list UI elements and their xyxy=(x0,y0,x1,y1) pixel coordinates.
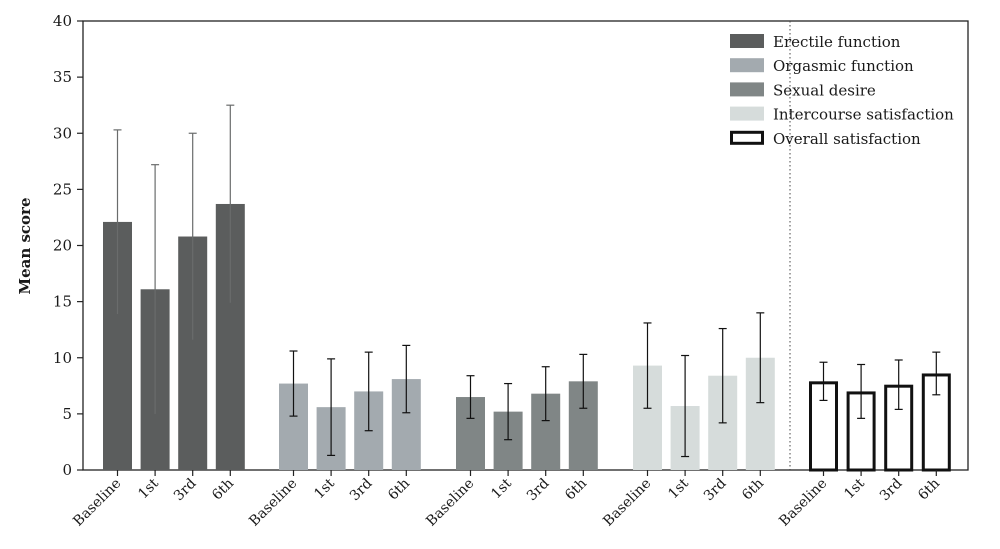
plot-area: 0 5 10 15 20 25 30 35 40 Baseline 1st 3rd 6th Baselin… xyxy=(53,12,969,530)
x-tick-label: Baseline xyxy=(423,476,477,530)
legend: Erectile function Orgasmic function Sexual… xyxy=(730,33,954,148)
y-tick-label: 25 xyxy=(53,180,72,198)
x-tick-label: 3rd xyxy=(524,475,553,504)
x-tick-label: 3rd xyxy=(701,475,730,504)
y-tick-label: 5 xyxy=(62,405,72,423)
x-tick-label: 6th xyxy=(915,476,943,504)
x-tick-label: 6th xyxy=(739,476,767,504)
legend-swatch xyxy=(730,106,764,121)
y-tick-label: 20 xyxy=(53,237,72,255)
x-tick-label: 6th xyxy=(209,476,237,504)
x-tick-label: 6th xyxy=(562,476,590,504)
legend-label: Erectile function xyxy=(773,33,901,51)
legend-swatch xyxy=(730,82,764,97)
y-tick-label: 35 xyxy=(53,68,72,86)
legend-swatch xyxy=(730,34,764,48)
x-tick-label: 1st xyxy=(311,475,338,502)
legend-label: Overall satisfaction xyxy=(773,130,921,148)
y-tick-label: 30 xyxy=(53,124,72,142)
x-tick-label: Baseline xyxy=(70,476,124,530)
y-tick-label: 10 xyxy=(53,349,72,367)
x-tick-label: Baseline xyxy=(246,476,300,530)
x-tick-label: Baseline xyxy=(600,476,654,530)
legend-label: Intercourse satisfaction xyxy=(773,106,954,124)
x-tick-label: Baseline xyxy=(776,476,830,530)
y-tick-label: 40 xyxy=(53,12,72,30)
y-tick-label: 0 xyxy=(62,461,72,479)
x-tick-label: 3rd xyxy=(877,475,906,504)
x-tick-label: 1st xyxy=(135,475,162,502)
x-tick-label: 1st xyxy=(665,475,692,502)
legend-swatch xyxy=(730,130,764,145)
y-tick-label: 15 xyxy=(53,293,72,311)
x-tick-label: 6th xyxy=(385,476,413,504)
x-tick-label: 3rd xyxy=(347,475,376,504)
x-tick-label: 3rd xyxy=(171,475,200,504)
x-tick-label: 1st xyxy=(488,475,515,502)
legend-label: Sexual desire xyxy=(773,81,876,99)
y-axis-title: Mean score xyxy=(16,197,34,294)
legend-label: Orgasmic function xyxy=(773,57,914,75)
x-tick-label: 1st xyxy=(841,475,868,502)
legend-swatch xyxy=(730,58,764,73)
